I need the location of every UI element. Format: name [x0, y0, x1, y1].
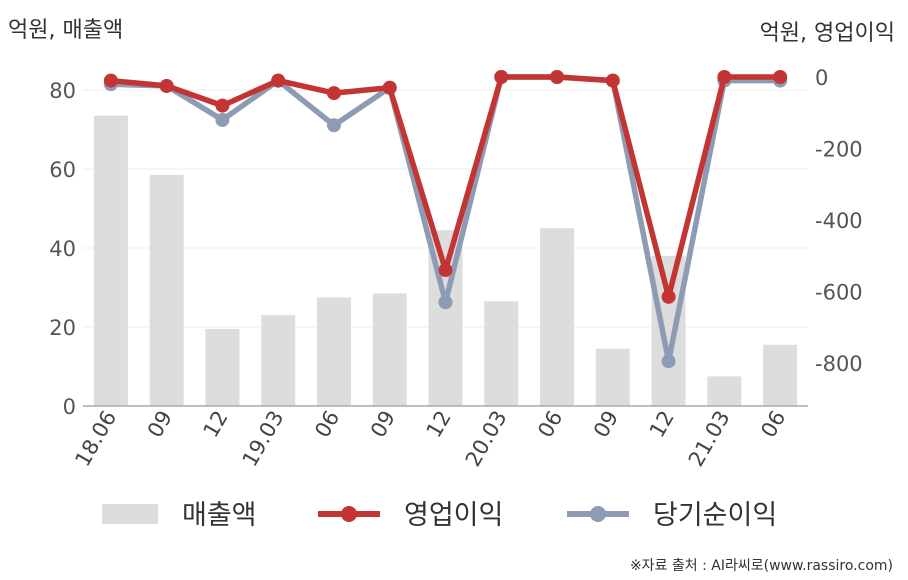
legend-label: 매출액: [182, 500, 257, 531]
right-tick-label: -200: [815, 138, 863, 162]
bar-매출액: [93, 115, 128, 407]
right-tick-label: -800: [815, 352, 863, 376]
legend-marker-영업이익: [341, 506, 357, 522]
x-tick-label: 09: [589, 407, 623, 442]
bar-매출액: [205, 328, 240, 406]
bar-매출액: [261, 315, 296, 406]
left-tick-label: 40: [49, 237, 76, 261]
legend-marker-당기순이익: [590, 506, 606, 522]
point-영업이익: [717, 70, 732, 84]
point-영업이익: [550, 70, 565, 84]
right-tick-label: -400: [815, 209, 863, 233]
bar-매출액: [763, 344, 798, 406]
point-영업이익: [215, 98, 230, 113]
bar-매출액: [540, 228, 575, 406]
point-영업이익: [159, 78, 174, 93]
bar-매출액: [651, 255, 686, 406]
point-당기순이익: [438, 295, 453, 310]
point-영업이익: [271, 73, 286, 88]
bar-매출액: [595, 348, 630, 406]
bar-series: [93, 115, 798, 407]
bar-매출액: [372, 293, 407, 406]
left-tick-label: 80: [49, 79, 76, 103]
x-tick-label: 12: [645, 407, 679, 442]
bar-매출액: [484, 301, 519, 406]
legend-label: 당기순이익: [653, 500, 777, 531]
point-영업이익: [605, 73, 620, 88]
line-series: [103, 70, 788, 369]
point-영업이익: [661, 289, 676, 304]
point-영업이익: [326, 86, 341, 101]
x-tick-label: 06: [533, 407, 567, 442]
x-tick-label: 19.03: [238, 407, 289, 471]
x-tick-label: 06: [756, 407, 790, 442]
x-tick-label: 18.06: [70, 407, 121, 471]
left-axis-unit: 억원, 매출액: [8, 18, 123, 43]
point-영업이익: [494, 70, 509, 84]
x-tick-label: 09: [366, 407, 400, 442]
point-당기순이익: [326, 118, 341, 133]
left-tick-label: 0: [63, 395, 76, 419]
left-tick-label: 20: [49, 316, 76, 340]
right-tick-label: -600: [815, 281, 863, 305]
point-당기순이익: [661, 354, 676, 369]
point-영업이익: [438, 263, 453, 278]
right-axis-unit: 억원, 영업이익: [760, 21, 895, 46]
right-tick-label: 0: [815, 66, 828, 90]
source-text: ※자료 출처 : AI라씨로(www.rassiro.com): [630, 558, 893, 574]
point-영업이익: [103, 73, 118, 88]
bar-매출액: [707, 376, 742, 406]
legend-label: 영업이익: [404, 500, 503, 531]
bar-매출액: [316, 297, 351, 406]
point-당기순이익: [215, 112, 230, 127]
x-tick-label: 20.03: [461, 407, 512, 471]
legend: 매출액 영업이익 당기순이익: [102, 500, 777, 531]
bar-매출액: [149, 174, 184, 406]
left-tick-label: 60: [49, 158, 76, 182]
x-tick-label: 21.03: [684, 407, 735, 471]
point-영업이익: [773, 70, 788, 84]
x-tick-label: 12: [199, 407, 233, 442]
x-tick-label: 06: [310, 407, 344, 442]
x-tick-label: 12: [422, 407, 456, 442]
x-tick-label: 09: [143, 407, 177, 442]
point-영업이익: [382, 80, 397, 95]
legend-swatch-매출액: [102, 504, 158, 524]
